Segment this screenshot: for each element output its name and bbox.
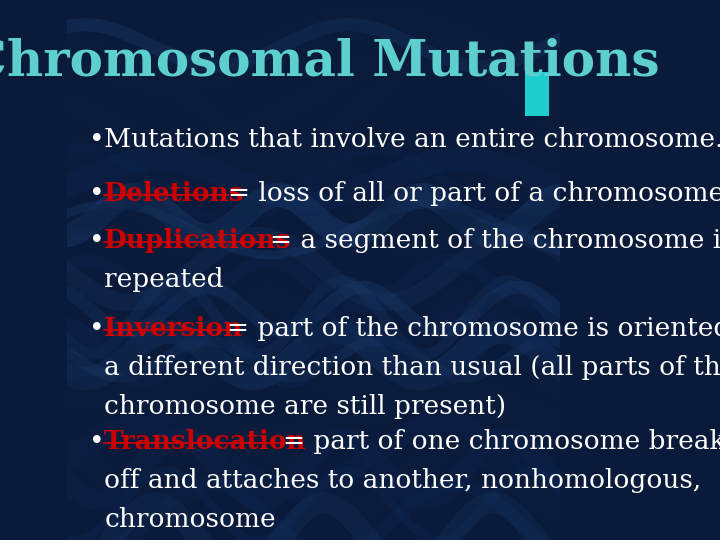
Text: Translocation: Translocation bbox=[104, 429, 307, 454]
Text: •: • bbox=[89, 228, 105, 253]
Text: •: • bbox=[89, 127, 105, 152]
Text: = loss of all or part of a chromosome: = loss of all or part of a chromosome bbox=[228, 181, 720, 206]
Text: Inversion: Inversion bbox=[104, 316, 243, 341]
Text: = a segment of the chromosome is: = a segment of the chromosome is bbox=[269, 228, 720, 253]
FancyBboxPatch shape bbox=[526, 72, 549, 116]
Text: •: • bbox=[89, 316, 105, 341]
Text: •: • bbox=[89, 181, 105, 206]
Text: Chromosomal Mutations: Chromosomal Mutations bbox=[0, 38, 660, 87]
Text: = part of one chromosome breaks: = part of one chromosome breaks bbox=[283, 429, 720, 454]
Text: repeated: repeated bbox=[104, 267, 224, 292]
Text: = part of the chromosome is oriented in: = part of the chromosome is oriented in bbox=[227, 316, 720, 341]
Text: chromosome: chromosome bbox=[104, 507, 276, 532]
Text: •: • bbox=[89, 429, 105, 454]
Text: chromosome are still present): chromosome are still present) bbox=[104, 394, 506, 418]
Text: Deletions: Deletions bbox=[104, 181, 245, 206]
Text: Mutations that involve an entire chromosome.: Mutations that involve an entire chromos… bbox=[104, 127, 720, 152]
Text: a different direction than usual (all parts of the: a different direction than usual (all pa… bbox=[104, 355, 720, 380]
Text: off and attaches to another, nonhomologous,: off and attaches to another, nonhomologo… bbox=[104, 468, 701, 493]
Text: Duplications: Duplications bbox=[104, 228, 292, 253]
